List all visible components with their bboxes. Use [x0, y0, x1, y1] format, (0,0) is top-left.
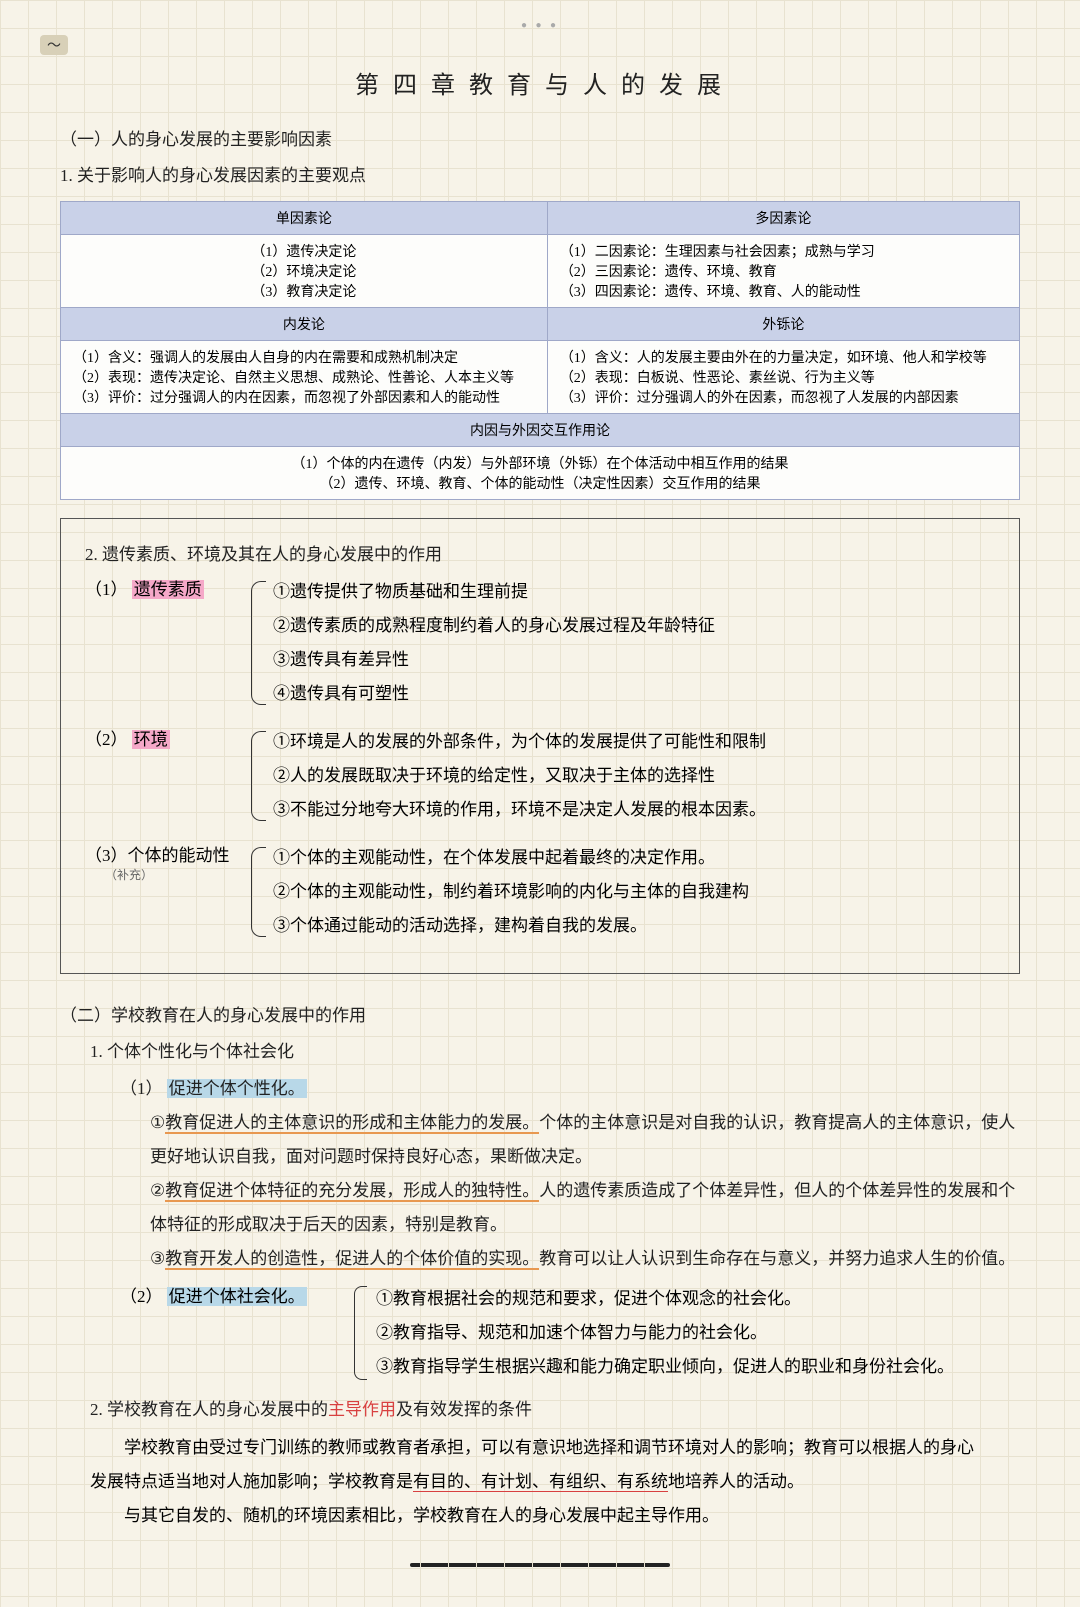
item: ③教育指导学生根据兴趣和能力确定职业倾向，促进人的职业和身份社会化。	[376, 1350, 1020, 1384]
cell-line: （1）个体的内在遗传（内发）与外部环境（外铄）在个体活动中相互作用的结果	[73, 453, 1007, 473]
cell-line: （3）评价：过分强调人的外在因素，而忽视了人发展的内部因素	[560, 387, 1007, 407]
item: ④遗传具有可塑性	[273, 677, 995, 711]
item: ③个体通过能动的活动选择，建构着自我的发展。	[273, 909, 995, 943]
box-section: 2. 遗传素质、环境及其在人的身心发展中的作用 （1） 遗传素质 ①遗传提供了物…	[60, 518, 1020, 974]
item: ①教育根据社会的规范和要求，促进个体观念的社会化。	[376, 1282, 1020, 1316]
cell-line: （2）遗传、环境、教育、个体的能动性（决定性因素）交互作用的结果	[73, 473, 1007, 493]
p-post: 地培养人的活动。	[668, 1472, 804, 1491]
p-ul: 有目的、有计划、有组织、有系统	[413, 1472, 668, 1492]
box-label: （2） 环境	[85, 725, 245, 750]
page-title: 第 四 章 教 育 与 人 的 发 展	[60, 65, 1020, 100]
box-label: （3）个体的能动性（补充）	[85, 841, 245, 883]
td: （1）遗传决定论 （2）环境决定论 （3）教育决定论	[61, 234, 548, 307]
t-hl: 主导作用	[328, 1400, 396, 1419]
num: ③	[150, 1242, 165, 1276]
cell-line: （3）教育决定论	[73, 281, 535, 301]
section1-heading: （一）人的身心发展的主要影响因素	[60, 124, 1020, 156]
item: ①个体的主观能动性，在个体发展中起着最终的决定作用。	[273, 841, 995, 875]
item: ③不能过分地夸大环境的作用，环境不是决定人发展的根本因素。	[273, 793, 995, 827]
item: ③遗传具有差异性	[273, 643, 995, 677]
hl: 促进个体个性化。	[167, 1079, 307, 1098]
section1-sub1: 1. 关于影响人的身心发展因素的主要观点	[60, 160, 1020, 192]
section2-sub2-title: 2. 学校教育在人的身心发展中的主导作用及有效发挥的条件	[90, 1394, 1020, 1426]
section2-sub1: 1. 个体个性化与个体社会化	[90, 1036, 1020, 1068]
label-num: （1）	[85, 580, 128, 599]
lbl: （2）	[120, 1287, 163, 1306]
num: ②	[150, 1174, 165, 1208]
window-dots: ● ● ●	[60, 20, 1020, 31]
para2: 与其它自发的、随机的环境因素相比，学校教育在人的身心发展中起主导作用。	[90, 1499, 990, 1533]
cell-line: （3）四因素论：遗传、环境、教育、人的能动性	[560, 281, 1007, 301]
box-label: （1） 遗传素质	[85, 575, 245, 600]
label-note: （补充）	[105, 866, 245, 883]
th: 单因素论	[61, 201, 548, 234]
menu-icon[interactable]: 〜	[40, 35, 68, 55]
theory-table: 单因素论多因素论 （1）遗传决定论 （2）环境决定论 （3）教育决定论 （1）二…	[60, 201, 1020, 500]
item: ②人的发展既取决于环境的给定性，又取决于主体的选择性	[273, 759, 995, 793]
p1-item: ③教育开发人的创造性，促进人的个体价值的实现。教育可以让人认识到生命存在与意义，…	[150, 1242, 1020, 1276]
lbl: （1）	[120, 1079, 163, 1098]
th: 多因素论	[547, 201, 1019, 234]
cell-line: （1）含义：强调人的发展由人自身的内在需要和成熟机制决定	[73, 347, 535, 367]
cell-line: （3）评价：过分强调人的内在因素，而忽视了外部因素和人的能动性	[73, 387, 535, 407]
td: （1）含义：人的发展主要由外在的力量决定，如环境、他人和学校等 （2）表现：白板…	[547, 340, 1019, 413]
num: ①	[150, 1106, 165, 1140]
ul: 教育促进个体特征的充分发展，形成人的独特性。	[165, 1181, 539, 1202]
td: （1）二因素论：生理因素与社会因素；成熟与学习 （2）三因素论：遗传、环境、教育…	[547, 234, 1019, 307]
cell-line: （2）环境决定论	[73, 261, 535, 281]
cell-line: （2）表现：遗传决定论、自然主义思想、成熟论、性善论、人本主义等	[73, 367, 535, 387]
item: ②遗传素质的成熟程度制约着人的身心发展过程及年龄特征	[273, 609, 995, 643]
box-items: ①环境是人的发展的外部条件，为个体的发展提供了可能性和限制 ②人的发展既取决于环…	[245, 725, 995, 827]
td: （1）含义：强调人的发展由人自身的内在需要和成熟机制决定 （2）表现：遗传决定论…	[61, 340, 548, 413]
section2-heading: （二）学校教育在人的身心发展中的作用	[60, 1000, 1020, 1032]
t-post: 及有效发挥的条件	[396, 1400, 532, 1419]
cell-line: （1）遗传决定论	[73, 241, 535, 261]
cell-line: （1）二因素论：生理因素与社会因素；成熟与学习	[560, 241, 1007, 261]
th: 外铄论	[547, 307, 1019, 340]
item: ②个体的主观能动性，制约着环境影响的内化与主体的自我建构	[273, 875, 995, 909]
cell-line: （2）三因素论：遗传、环境、教育	[560, 261, 1007, 281]
hl: 促进个体社会化。	[167, 1287, 307, 1306]
item: ②教育指导、规范和加速个体智力与能力的社会化。	[376, 1316, 1020, 1350]
th: 内因与外因交互作用论	[61, 413, 1020, 446]
cell-line: （1）含义：人的发展主要由外在的力量决定，如环境、他人和学校等	[560, 347, 1007, 367]
p1-item: ①教育促进人的主体意识的形成和主体能力的发展。个体的主体意识是对自我的认识，教育…	[150, 1106, 1020, 1174]
item: ①遗传提供了物质基础和生理前提	[273, 575, 995, 609]
item: ①环境是人的发展的外部条件，为个体的发展提供了可能性和限制	[273, 725, 995, 759]
p1-item: ②教育促进个体特征的充分发展，形成人的独特性。人的遗传素质造成了个体差异性，但人…	[150, 1174, 1020, 1242]
p2-items: ①教育根据社会的规范和要求，促进个体观念的社会化。 ②教育指导、规范和加速个体智…	[350, 1282, 1020, 1384]
rest: 教育可以让人认识到生命存在与意义，并努力追求人生的价值。	[539, 1249, 1015, 1268]
th: 内发论	[61, 307, 548, 340]
label-num: （3）个体的能动性	[85, 846, 230, 865]
p2-label: （2） 促进个体社会化。	[120, 1282, 350, 1307]
cell-line: （2）表现：白板说、性恶论、素丝说、行为主义等	[560, 367, 1007, 387]
box-items: ①个体的主观能动性，在个体发展中起着最终的决定作用。 ②个体的主观能动性，制约着…	[245, 841, 995, 943]
t-pre: 2. 学校教育在人的身心发展中的	[90, 1400, 328, 1419]
ul: 教育开发人的创造性，促进人的个体价值的实现。	[165, 1249, 539, 1270]
box-title: 2. 遗传素质、环境及其在人的身心发展中的作用	[85, 539, 995, 571]
box-items: ①遗传提供了物质基础和生理前提 ②遗传素质的成熟程度制约着人的身心发展过程及年龄…	[245, 575, 995, 711]
label-num: （2）	[85, 730, 128, 749]
label-hl: 环境	[132, 730, 170, 749]
td: （1）个体的内在遗传（内发）与外部环境（外铄）在个体活动中相互作用的结果 （2）…	[61, 446, 1020, 499]
p1-label: （1） 促进个体个性化。	[120, 1072, 1020, 1106]
ul: 教育促进人的主体意识的形成和主体能力的发展。	[165, 1113, 539, 1134]
label-hl: 遗传素质	[132, 580, 204, 599]
